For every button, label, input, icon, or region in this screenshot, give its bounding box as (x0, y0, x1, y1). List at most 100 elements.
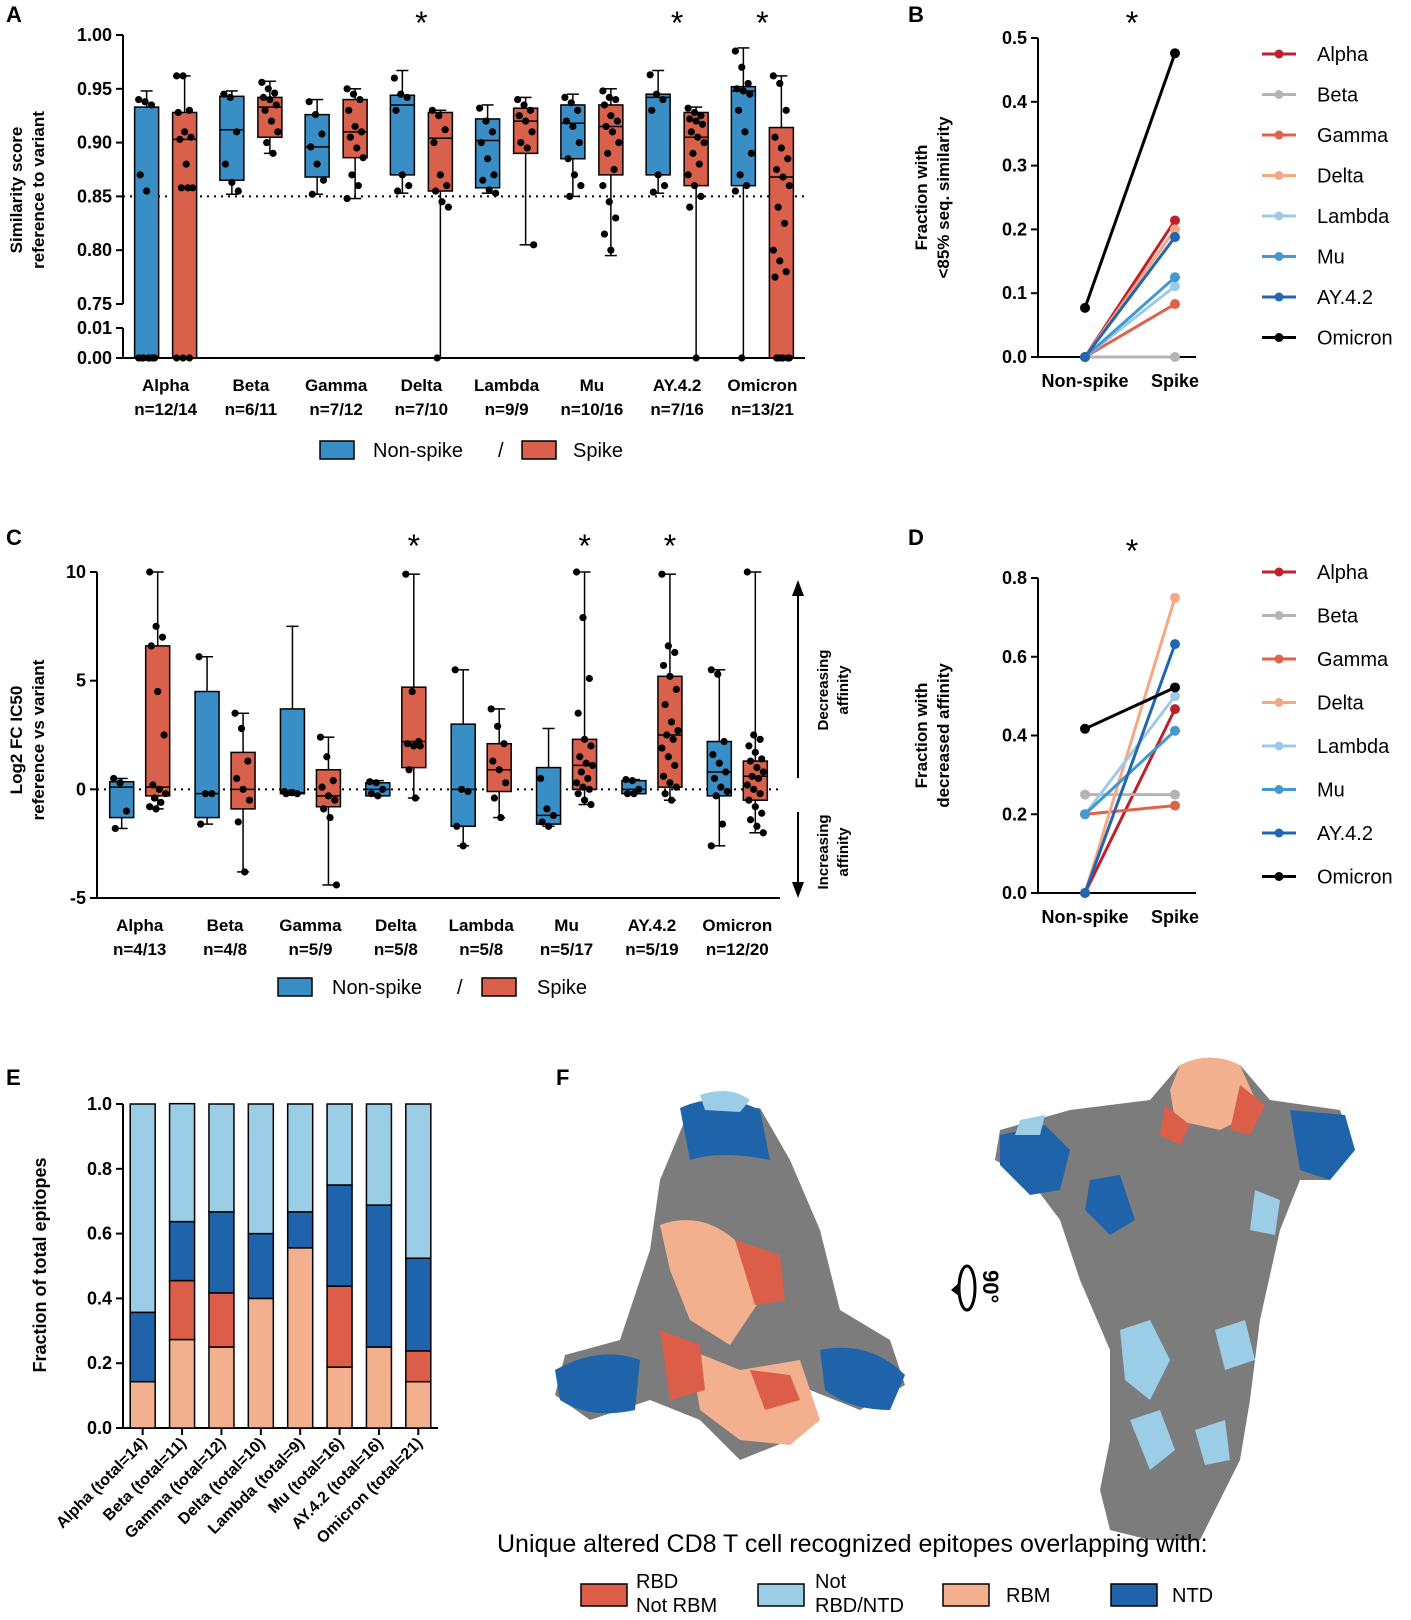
a-mu-non-spike-point (574, 106, 582, 114)
a-beta-non-spike-point (228, 178, 236, 187)
panel-d-omicron-legend-marker (1274, 872, 1284, 881)
c-lambda-non-spike-point (453, 822, 461, 830)
a-alpha-spike-point (185, 354, 194, 362)
c-y-label-line2: reference vs variant (29, 659, 48, 820)
a-delta-significance-star: * (415, 5, 427, 41)
e-bar-mu-total-16-not_rbd_ntd (326, 1103, 353, 1186)
c-omicron-spike-point (745, 796, 753, 804)
c-gamma-non-spike-point (282, 790, 290, 798)
c-omicron-spike-point (745, 742, 753, 750)
a-mu-spike-point (599, 182, 607, 190)
a-alpha-spike-point (179, 72, 187, 80)
e-bar-alpha-total-14-not_rbd_ntd (129, 1103, 156, 1314)
panel-b-significance-star: * (1126, 5, 1138, 41)
a-ay-4-2-spike-point (686, 115, 694, 123)
a-omicron-spike-point (777, 144, 785, 152)
a-y-tick-label: 0.85 (77, 186, 112, 206)
legend-f-not-rbd-ntd-swatch (757, 1583, 805, 1607)
panel-d-omicron-legend-label: Omicron (1317, 867, 1393, 889)
a-ay-4-2-spike-point (697, 112, 705, 120)
a-y-tick-label: 0.80 (77, 240, 112, 260)
a-ay-4-2-spike-point (694, 133, 702, 141)
a-ay-4-2-non-spike-point (646, 71, 654, 79)
c-gamma-spike-point (323, 753, 331, 761)
c-mu-spike-point (585, 674, 593, 683)
c-arrow-down-head (792, 882, 804, 898)
a-alpha-label: Alpha (142, 376, 190, 395)
c-lambda-non-spike-point (451, 666, 459, 674)
c-y-tick-label: 0 (76, 779, 86, 799)
c-alpha-spike-point (154, 687, 162, 696)
a-ay-4-2-spike-point (684, 104, 692, 112)
c-gamma-spike-point (316, 733, 325, 741)
a-ay-4-2-non-spike-point (652, 90, 661, 98)
c-omicron-spike-point (759, 768, 767, 776)
a-lambda-non-spike-point (485, 186, 493, 194)
panel-b-y-tick-label: 0.5 (1002, 28, 1027, 48)
c-omicron-spike-point (750, 731, 758, 739)
a-lambda-non-spike-point (488, 128, 497, 136)
panel-d-delta-legend-marker (1274, 698, 1284, 707)
panel-b-alpha-point (1170, 215, 1180, 226)
c-ay-4-2-significance-star: * (664, 528, 676, 564)
panel-b-delta-legend-label: Delta (1317, 166, 1365, 188)
e-bar-ay-4-2-total-16-ntd (365, 1204, 393, 1348)
e-bar-omicron-total-21-rbm (405, 1380, 432, 1429)
a-ay-4-2-non-spike-point (654, 171, 662, 179)
a-mu-spike-point (610, 165, 618, 174)
c-omicron-spike-point (743, 781, 751, 789)
legend-c-slash: / (457, 977, 463, 999)
panel-d-gamma-legend-marker (1274, 654, 1284, 664)
a-beta-spike-point (274, 128, 282, 136)
c-mu-spike-point (577, 768, 585, 776)
legend-f-rbd-not-rbm-swatch (580, 1583, 628, 1607)
a-alpha-spike-point (184, 184, 192, 192)
c-gamma-spike-point (332, 881, 341, 889)
a-ay-4-2-spike-point (686, 203, 694, 211)
a-omicron-non-spike-point (733, 85, 741, 93)
panel-e-stacked-bars: 1.0 0.8 0.6 0.4 0.2 0.0 Fraction of total epit… (30, 1094, 438, 1547)
structure-legend-title: Unique altered CD8 T cell recognized epi… (497, 1530, 1208, 1558)
c-y-tick-label: -5 (70, 888, 86, 908)
a-mu-spike-point (615, 139, 623, 147)
a-ay-4-2-spike-point (689, 149, 697, 157)
a-ay-4-2-label: AY.4.2 (653, 376, 702, 395)
legend-a-spike-label: Spike (573, 440, 623, 462)
a-y-tick-label: 0.90 (77, 133, 112, 153)
c-beta-n: n=4/8 (203, 940, 247, 959)
a-omicron-spike-point (774, 354, 782, 362)
panel-d-ay-4-2-legend-marker (1274, 828, 1284, 838)
c-arrow-up-label-line1: Decreasing (815, 650, 832, 731)
a-omicron-non-spike-point (731, 187, 739, 195)
a-omicron-non-spike-point (738, 63, 746, 71)
a-omicron-spike-point (782, 268, 790, 276)
c-delta-non-spike-point (372, 779, 380, 787)
a-gamma-spike-point (357, 128, 366, 136)
a-delta-non-spike-point (405, 182, 413, 190)
panel-b-gamma-legend-label: Gamma (1317, 125, 1389, 147)
a-beta-non-spike-point (233, 128, 241, 136)
c-lambda-spike-point (489, 757, 497, 765)
a-gamma-non-spike-point (311, 111, 320, 119)
c-lambda-spike-point (487, 705, 495, 713)
a-omicron-spike-point (785, 182, 793, 190)
c-lambda-non-spike-point (459, 842, 467, 850)
a-omicron-spike-point (772, 165, 781, 174)
c-mu-spike-point (588, 761, 597, 770)
c-gamma-spike-point (326, 813, 334, 822)
panel-b-gamma-legend-marker (1274, 130, 1284, 140)
a-alpha-non-spike-box (133, 106, 160, 359)
a-gamma-spike-point (343, 85, 351, 93)
c-omicron-spike-point (759, 829, 767, 837)
a-lambda-non-spike-point (477, 139, 485, 147)
a-omicron-spike-point (782, 106, 790, 114)
c-beta-spike-point (244, 757, 252, 765)
c-omicron-spike-point (743, 568, 751, 576)
a-lambda-spike-point (515, 112, 523, 120)
c-beta-spike-point (237, 724, 246, 733)
a-delta-spike-point (435, 112, 443, 120)
a-omicron-non-spike-point (747, 149, 755, 157)
c-beta-non-spike-point (208, 790, 216, 798)
spike-structure-side-view (995, 1057, 1355, 1540)
a-omicron-spike-point (769, 246, 777, 254)
